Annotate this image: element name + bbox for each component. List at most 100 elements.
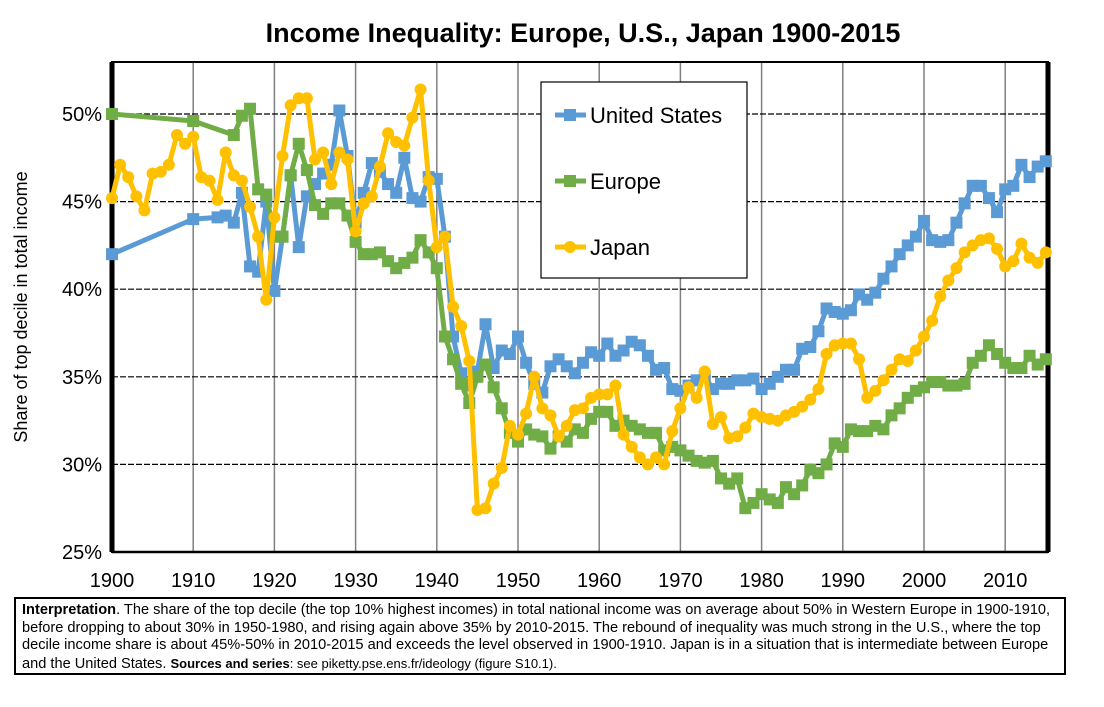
data-point (909, 344, 922, 357)
data-point (414, 83, 427, 96)
data-point (991, 206, 1004, 219)
data-point (276, 150, 289, 163)
data-point (365, 190, 378, 203)
data-point (512, 330, 524, 343)
data-point (398, 151, 411, 164)
note-lead: Interpretation (22, 602, 117, 618)
chart-title: Income Inequality: Europe, U.S., Japan 1… (265, 18, 901, 48)
data-point (869, 286, 882, 299)
data-point (666, 425, 679, 438)
data-point (796, 479, 809, 492)
data-point (162, 158, 175, 171)
data-point (154, 165, 167, 178)
data-point (284, 99, 297, 112)
data-point (812, 383, 825, 396)
data-point (398, 139, 411, 152)
data-point (771, 496, 784, 509)
data-point (495, 402, 508, 415)
data-point (804, 341, 817, 354)
sources-label: Sources and series (170, 655, 290, 671)
data-point (974, 179, 987, 192)
data-point (438, 230, 451, 243)
line-chart: 1900 1910 1920 1930 1940 1950 1960 1970 1980 1990… (11, 61, 1052, 592)
data-point (317, 146, 330, 159)
data-point (520, 407, 533, 420)
data-point (544, 442, 557, 455)
data-point (309, 153, 321, 166)
data-point (918, 330, 930, 343)
data-point (479, 358, 492, 371)
data-point (235, 174, 248, 187)
data-point (382, 127, 395, 140)
data-point (219, 146, 232, 159)
data-point (455, 377, 468, 390)
data-point (650, 451, 663, 464)
x-tick-label: 1940 (415, 570, 460, 592)
data-point (1039, 155, 1052, 168)
data-point (731, 430, 744, 443)
data-point (325, 178, 338, 191)
data-point (447, 300, 460, 313)
data-point (227, 129, 240, 142)
data-point (853, 353, 866, 366)
data-point (1031, 256, 1044, 269)
y-tick-label: 30% (62, 454, 102, 476)
data-point (934, 290, 947, 303)
data-point (333, 146, 346, 159)
x-tick-label: 2000 (902, 570, 947, 592)
x-tick-label: 1970 (658, 570, 703, 592)
data-point (877, 272, 890, 285)
data-point (812, 325, 825, 338)
x-tick-label: 1920 (252, 570, 297, 592)
data-point (576, 356, 589, 369)
y-tick-label: 40% (62, 279, 102, 301)
data-point (414, 195, 427, 208)
data-point (633, 339, 646, 352)
data-point (430, 262, 443, 275)
data-point (650, 426, 663, 439)
data-point (552, 430, 565, 443)
data-point (861, 391, 874, 404)
x-tick-label: 1990 (821, 570, 866, 592)
data-point (300, 164, 313, 177)
data-point (430, 241, 443, 254)
data-point (390, 186, 403, 199)
y-axis-label: Share of top decile in total income (11, 171, 31, 442)
data-point (674, 402, 687, 415)
data-point (438, 330, 451, 343)
data-point (284, 169, 297, 182)
data-point (877, 374, 890, 387)
legend-marker (564, 109, 576, 121)
data-point (357, 197, 370, 210)
data-point (268, 284, 281, 297)
data-point (300, 92, 313, 105)
data-point (1015, 362, 1028, 375)
data-point (268, 211, 281, 224)
data-point (560, 419, 573, 432)
data-point (747, 372, 760, 385)
data-point (179, 137, 192, 150)
data-point (203, 174, 216, 187)
data-point (1015, 158, 1028, 171)
data-point (731, 472, 744, 485)
data-point (114, 158, 127, 171)
data-point (292, 241, 305, 254)
data-point (576, 402, 589, 415)
data-point (982, 192, 995, 205)
data-point (877, 423, 890, 436)
data-point (130, 190, 143, 203)
data-point (227, 216, 240, 229)
data-point (869, 384, 882, 397)
data-point (698, 365, 711, 378)
x-tick-label: 1930 (333, 570, 378, 592)
data-point (244, 260, 257, 273)
data-point (576, 426, 589, 439)
data-point (447, 353, 460, 366)
data-point (503, 419, 516, 432)
series-japan (106, 83, 1052, 516)
data-point (820, 458, 833, 471)
data-point (138, 204, 151, 217)
data-point (341, 209, 354, 222)
data-point (958, 377, 971, 390)
data-point (617, 428, 630, 441)
